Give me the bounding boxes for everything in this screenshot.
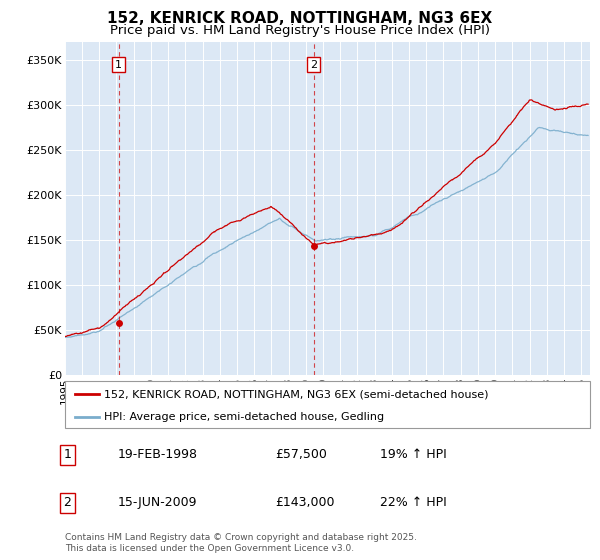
Text: 1: 1	[64, 449, 71, 461]
Text: £57,500: £57,500	[275, 449, 326, 461]
Text: 152, KENRICK ROAD, NOTTINGHAM, NG3 6EX (semi-detached house): 152, KENRICK ROAD, NOTTINGHAM, NG3 6EX (…	[104, 389, 488, 399]
Text: £143,000: £143,000	[275, 496, 334, 509]
Text: 152, KENRICK ROAD, NOTTINGHAM, NG3 6EX: 152, KENRICK ROAD, NOTTINGHAM, NG3 6EX	[107, 11, 493, 26]
Text: Price paid vs. HM Land Registry's House Price Index (HPI): Price paid vs. HM Land Registry's House …	[110, 24, 490, 36]
Text: 2: 2	[64, 496, 71, 509]
Text: 19-FEB-1998: 19-FEB-1998	[118, 449, 197, 461]
Text: 19% ↑ HPI: 19% ↑ HPI	[380, 449, 446, 461]
Text: 1: 1	[115, 59, 122, 69]
Text: HPI: Average price, semi-detached house, Gedling: HPI: Average price, semi-detached house,…	[104, 412, 385, 422]
Text: 2: 2	[310, 59, 317, 69]
Text: Contains HM Land Registry data © Crown copyright and database right 2025.
This d: Contains HM Land Registry data © Crown c…	[65, 533, 416, 553]
Text: 22% ↑ HPI: 22% ↑ HPI	[380, 496, 446, 509]
FancyBboxPatch shape	[65, 381, 590, 428]
Text: 15-JUN-2009: 15-JUN-2009	[118, 496, 197, 509]
